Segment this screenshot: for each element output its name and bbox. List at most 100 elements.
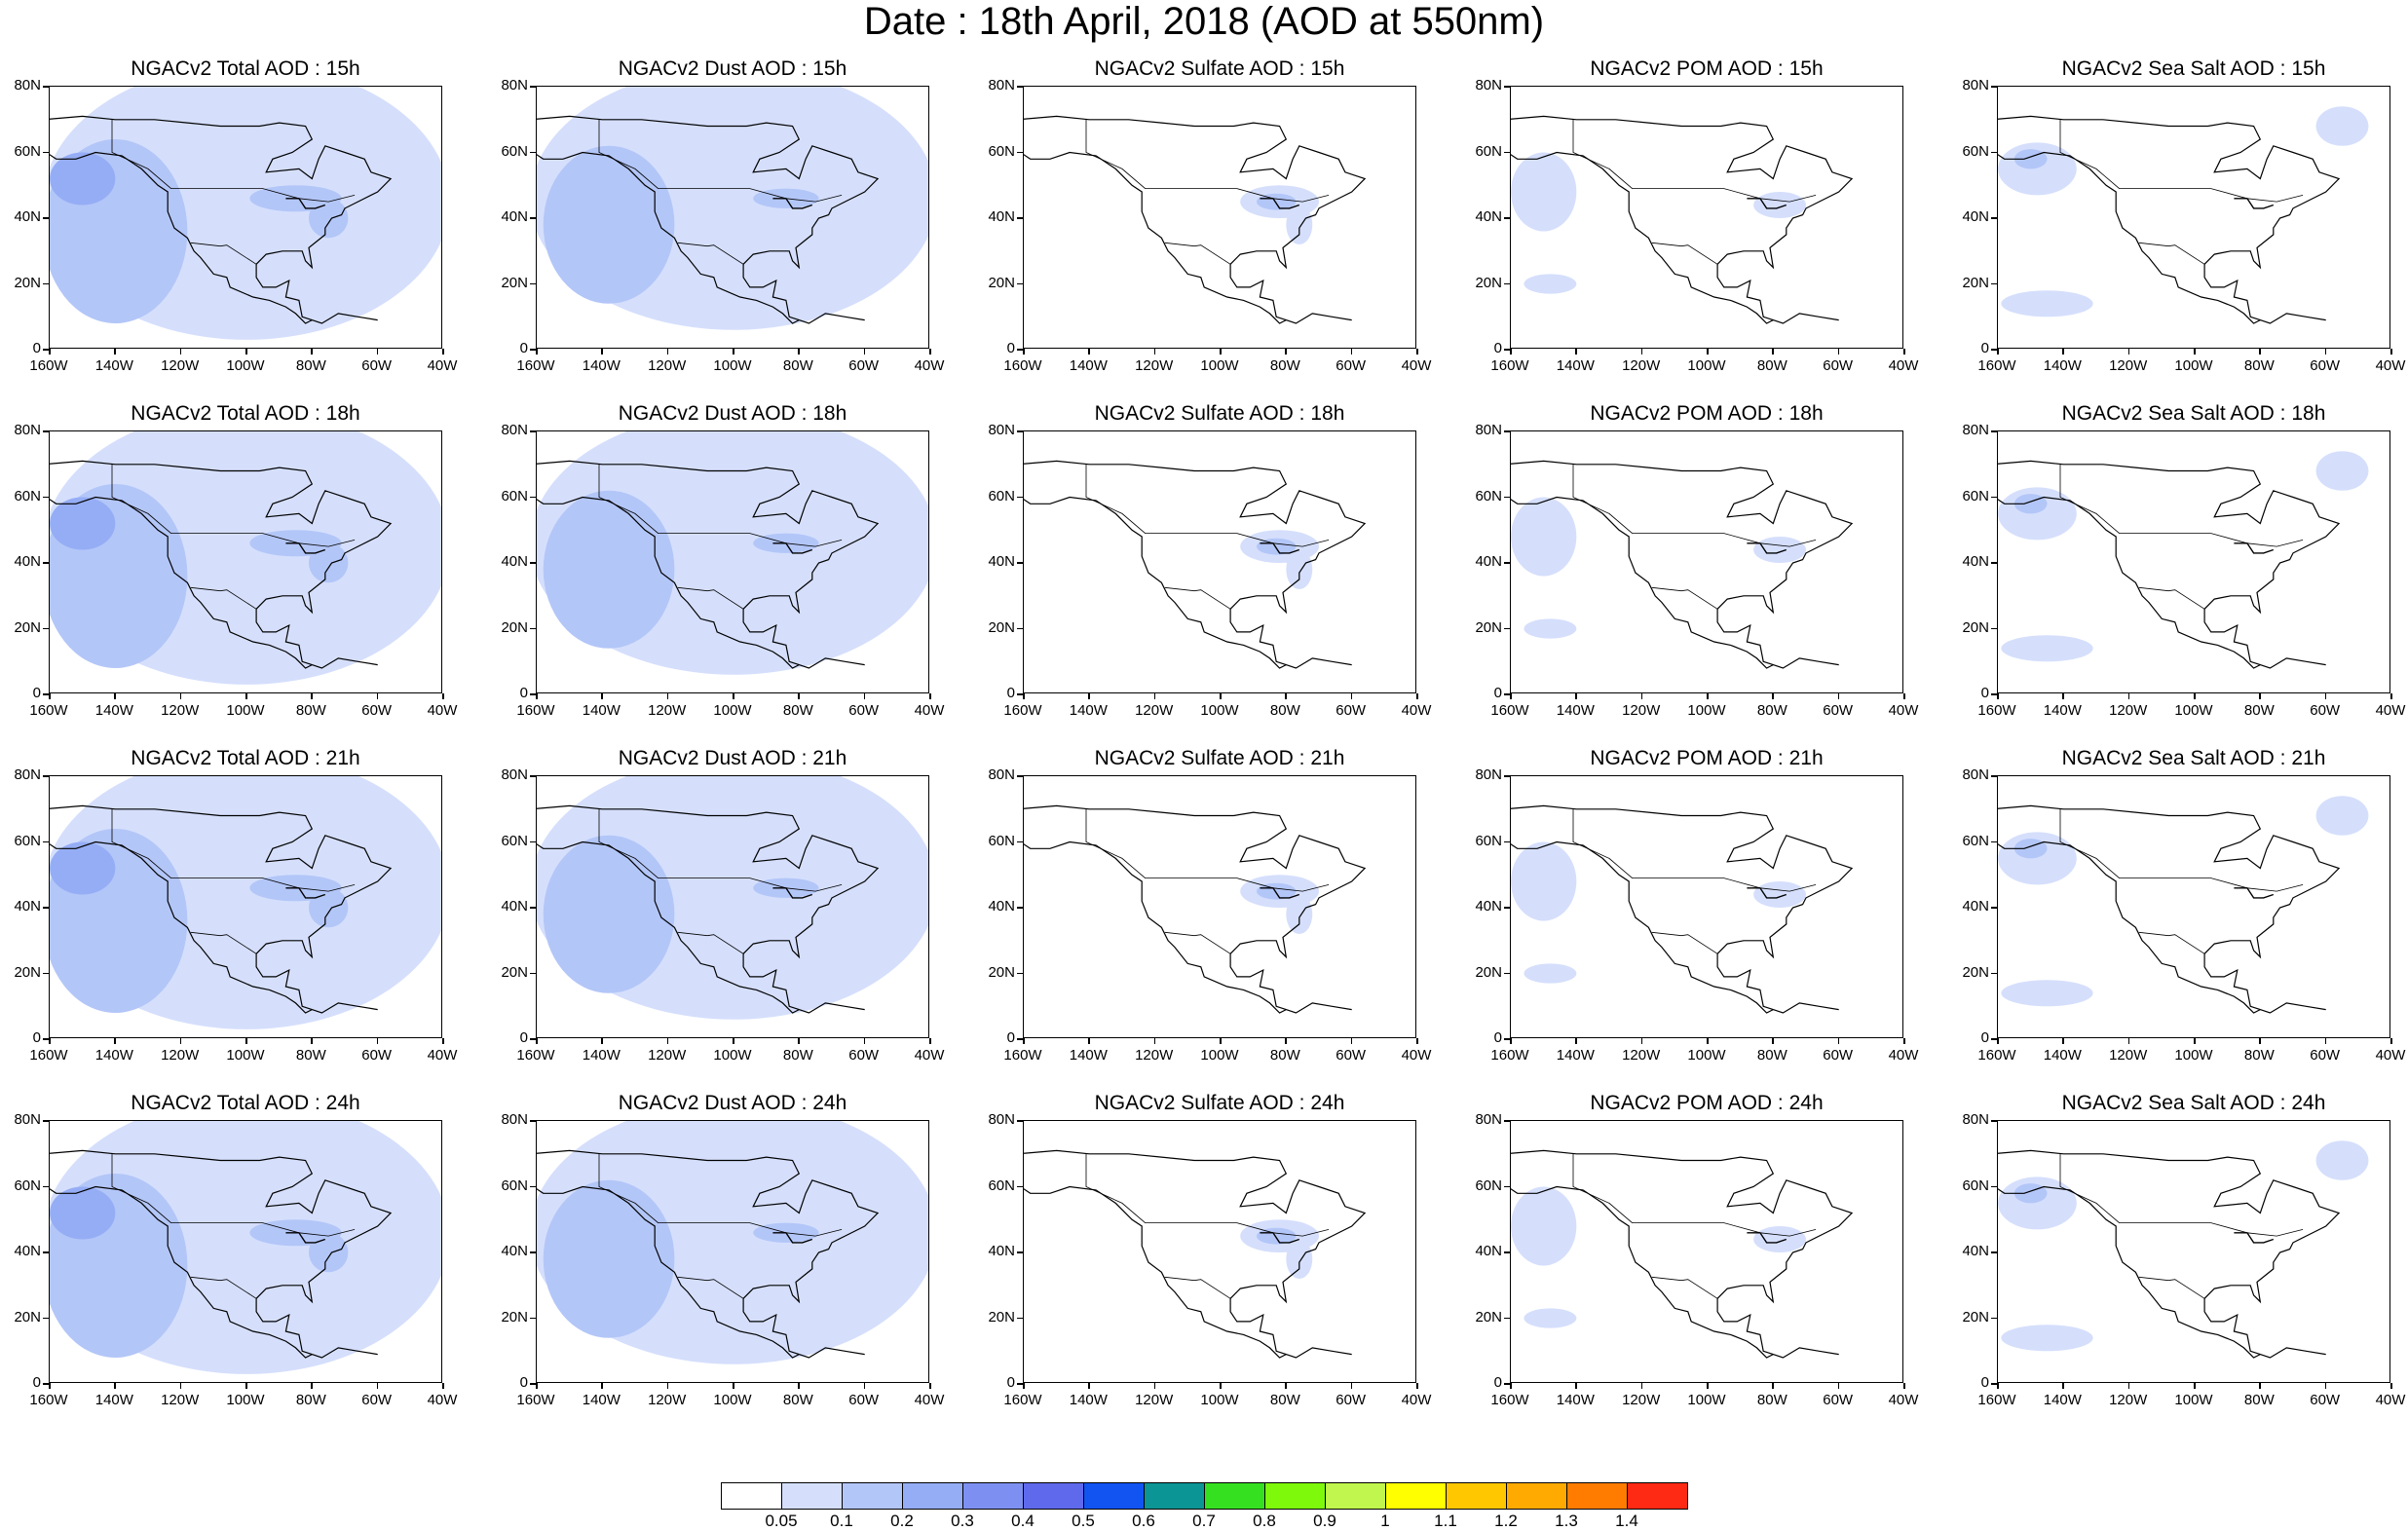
tick-mark: [530, 775, 536, 777]
longitude-tick-label: 140W: [2043, 1392, 2082, 1408]
great-lakes: [1260, 1232, 1300, 1244]
tick-mark: [442, 1383, 444, 1389]
tick-mark: [1504, 86, 1510, 88]
tick-mark: [1017, 1383, 1023, 1385]
tick-mark: [1285, 1383, 1287, 1389]
latitude-tick-label: 60N: [988, 1176, 1015, 1194]
tick-mark: [43, 972, 49, 974]
latitude-tick-label: 20N: [501, 1308, 528, 1326]
tick-mark: [2194, 349, 2196, 355]
map-plot-area: [1510, 430, 1903, 693]
tick-mark: [2259, 693, 2261, 699]
longitude-tick-label: 40W: [2375, 702, 2406, 719]
latitude-tick-label: 20N: [1962, 963, 1989, 981]
longitude-tick-label: 120W: [2109, 1047, 2148, 1064]
aod-map: [1024, 1149, 1367, 1359]
us-canada-border: [1572, 808, 1817, 892]
us-canada-border: [1085, 1153, 1330, 1237]
map-plot-area: [1510, 1120, 1903, 1383]
tick-mark: [1017, 430, 1023, 432]
latitude-tick-label: 80N: [1475, 77, 1502, 93]
colorbar-label: 0.9: [1313, 1512, 1336, 1530]
tick-mark: [2259, 1383, 2261, 1389]
longitude-tick-label: 160W: [1490, 1392, 1529, 1408]
longitude-tick-label: 120W: [1622, 702, 1661, 719]
us-mexico-border: [677, 1276, 744, 1299]
tick-mark: [1837, 1038, 1840, 1044]
aod-shading-region: [2315, 106, 2369, 146]
longitude-tick-label: 140W: [1556, 357, 1595, 374]
us-canada-border: [598, 119, 843, 203]
panel-title: NGACv2 POM AOD : 18h: [1590, 402, 1824, 425]
longitude-tick-label: 60W: [2310, 357, 2341, 374]
tick-mark: [1903, 1038, 1905, 1044]
colorbar-label: 0.4: [1011, 1512, 1035, 1530]
longitude-tick-label: 80W: [295, 1392, 326, 1408]
tick-mark: [1017, 562, 1023, 564]
longitude-tick-label: 40W: [1401, 1392, 1432, 1408]
longitude-tick-label: 80W: [2243, 1392, 2275, 1408]
tick-mark: [1510, 1038, 1512, 1044]
tick-mark: [1220, 693, 1222, 699]
tick-mark: [43, 1120, 49, 1122]
longitude-tick-label: 140W: [2043, 1047, 2082, 1064]
aod-shading-region: [1524, 1308, 1577, 1328]
latitude-tick-label: 40N: [1962, 898, 1989, 915]
longitude-tick-label: 40W: [2375, 357, 2406, 374]
us-canada-border: [2059, 808, 2304, 892]
longitude-tick-label: 120W: [1135, 357, 1174, 374]
latitude-tick-label: 0: [1493, 1374, 1502, 1391]
latitude-tick-label: 0: [519, 685, 528, 701]
panel-title: NGACv2 Dust AOD : 18h: [618, 402, 847, 425]
latitude-tick-label: 20N: [988, 274, 1015, 291]
colorbar-label: 0.1: [830, 1512, 853, 1530]
latitude-tick-label: 40N: [1962, 1243, 1989, 1259]
colorbar-swatch: [1506, 1482, 1567, 1510]
latitude-tick-label: 80N: [501, 766, 528, 783]
great-lakes: [285, 542, 326, 554]
coastline: [1511, 1149, 1854, 1359]
longitude-tick-label: 40W: [1888, 702, 1919, 719]
tick-mark: [1991, 627, 1997, 629]
tick-mark: [1997, 693, 1999, 699]
colorbar-label: 0.6: [1132, 1512, 1155, 1530]
map-plot-area: [49, 86, 442, 349]
longitude-tick-label: 100W: [1687, 1047, 1726, 1064]
latitude-tick-label: 80N: [14, 1111, 41, 1128]
tick-mark: [1350, 349, 1353, 355]
tick-mark: [1997, 1038, 1999, 1044]
aod-map: [50, 1121, 441, 1374]
colorbar-swatch: [1023, 1482, 1084, 1510]
longitude-tick-label: 40W: [1401, 1047, 1432, 1064]
longitude-tick-label: 100W: [1687, 1392, 1726, 1408]
us-mexico-border: [190, 1276, 257, 1299]
tick-mark: [1285, 1038, 1287, 1044]
tick-mark: [1017, 1317, 1023, 1319]
tick-mark: [1991, 1317, 1997, 1319]
tick-mark: [2324, 693, 2327, 699]
tick-mark: [43, 1185, 49, 1187]
us-mexico-border: [1164, 931, 1231, 954]
latitude-tick-label: 60N: [1475, 832, 1502, 849]
tick-mark: [1575, 693, 1577, 699]
tick-mark: [2390, 349, 2392, 355]
us-mexico-border: [1651, 1276, 1718, 1299]
panel-title: NGACv2 Sea Salt AOD : 21h: [2061, 747, 2326, 769]
latitude-tick-label: 40N: [988, 1243, 1015, 1259]
tick-mark: [1023, 349, 1025, 355]
colorbar-label: 0.8: [1253, 1512, 1276, 1530]
tick-mark: [601, 693, 603, 699]
great-lakes: [285, 1232, 326, 1244]
aod-map: [537, 1121, 928, 1364]
us-canada-border: [111, 119, 356, 203]
tick-mark: [442, 693, 444, 699]
tick-mark: [43, 1038, 49, 1040]
longitude-tick-label: 100W: [1687, 702, 1726, 719]
tick-mark: [245, 693, 247, 699]
tick-mark: [1504, 1317, 1510, 1319]
colorbar-swatch: [1566, 1482, 1628, 1510]
aod-shading-region: [543, 1179, 675, 1338]
tick-mark: [1640, 693, 1643, 699]
coastline: [537, 115, 880, 324]
tick-mark: [1017, 86, 1023, 88]
